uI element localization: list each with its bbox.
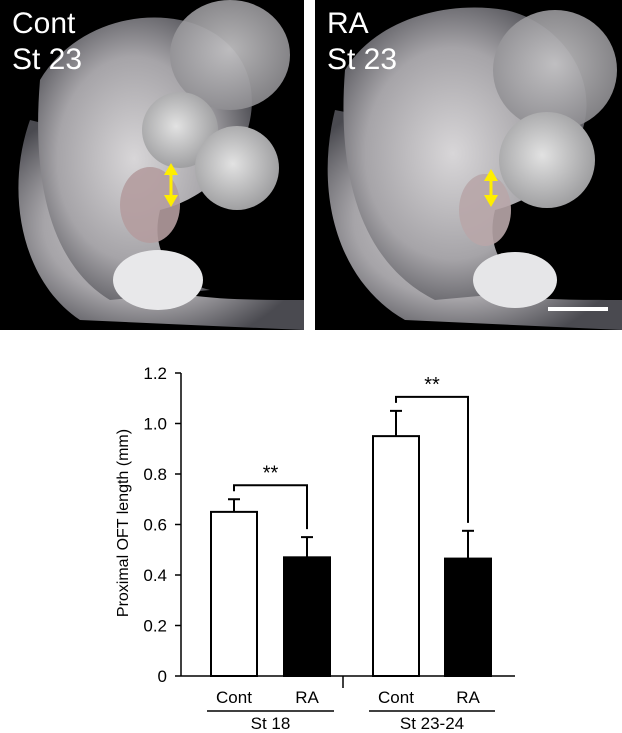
significance-marker: ** [263,462,279,484]
embryo-head [170,0,290,110]
y-tick-label: 0.4 [143,566,167,585]
significance-marker: ** [424,374,440,396]
ra-embryo-image [327,7,622,330]
panel-stage-label: St 23 [327,43,398,76]
y-axis: 0 0.2 0.4 0.6 0.8 1.0 1.2 [143,364,182,686]
y-tick-label: 1.2 [143,364,167,383]
double-arrow-icon [484,169,498,207]
panel-condition-label: RA [327,7,369,40]
scale-bar-icon [548,307,608,311]
significance-bracket [395,395,469,523]
yolk-region [113,250,203,310]
heart-region [120,167,180,243]
panel-condition-label: Cont [12,7,76,40]
bar-category-label: Cont [216,688,252,707]
ra-embryo-panel: RA St 23 [315,0,622,330]
bar [372,435,420,677]
embryo-eye [499,112,595,208]
control-embryo-image [18,0,304,330]
bar [444,557,492,677]
y-tick-label: 0.2 [143,617,167,636]
bar-category-label: Cont [378,688,414,707]
embryo-head [493,10,617,130]
heart-region [459,174,511,246]
bar [210,510,258,677]
y-axis-label: Proximal OFT length (mm) [115,429,132,617]
embryo-eye [195,126,279,210]
bar-category-label: RA [295,688,319,707]
group-label: St 18 [251,714,291,733]
significance-bracket [233,484,308,530]
y-tick-label: 0.6 [143,516,167,535]
group-label: St 23-24 [400,714,464,733]
yolk-region [473,252,557,308]
embryo-eye-upper [142,92,218,168]
bars: ** ** [210,374,492,677]
bar-category-label: RA [456,688,480,707]
panel-stage-label: St 23 [12,43,83,76]
double-arrow-icon [164,163,178,207]
y-tick-label: 1.0 [143,415,167,434]
control-embryo-panel: Cont St 23 [0,0,304,330]
y-tick-label: 0 [158,667,167,686]
bar [283,556,331,677]
y-tick-label: 0.8 [143,465,167,484]
